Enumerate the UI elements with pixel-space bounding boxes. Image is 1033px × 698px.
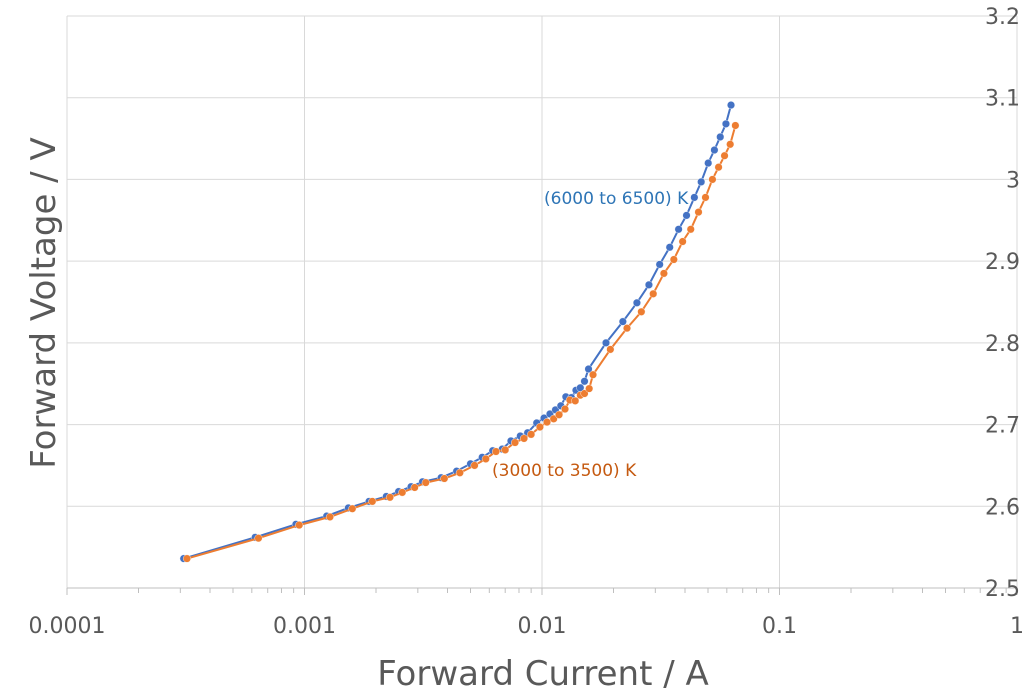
data-point	[649, 289, 658, 298]
data-point	[727, 101, 736, 110]
data-point	[726, 140, 735, 149]
y-tick-label: 2.8	[985, 332, 1020, 357]
data-point	[421, 478, 430, 487]
series-0	[179, 101, 736, 563]
data-point	[481, 454, 490, 463]
y-tick-label: 2.6	[985, 495, 1020, 520]
data-point	[697, 177, 706, 186]
data-point	[470, 461, 479, 470]
y-axis-title: Forward Voltage / V	[24, 137, 64, 468]
data-point	[710, 146, 719, 155]
annotation-6000-6500k: (6000 to 6500) K	[544, 189, 689, 209]
x-tick-label: 0.01	[518, 614, 567, 639]
data-point	[665, 243, 674, 252]
data-point	[455, 468, 464, 477]
data-point	[644, 280, 653, 289]
x-axis-title: Forward Current / A	[377, 654, 709, 694]
data-point	[295, 521, 304, 530]
y-tick-label: 3	[1006, 168, 1020, 193]
series-line	[183, 104, 732, 560]
y-tick-label: 3.1	[985, 87, 1020, 112]
data-point	[555, 410, 564, 419]
annotation-3000-3500k: (3000 to 3500) K	[492, 461, 637, 481]
y-tick-label: 2.9	[985, 250, 1020, 275]
data-point	[501, 445, 510, 454]
data-point	[678, 237, 687, 246]
data-point	[720, 151, 729, 160]
y-tick-label: 3.2	[985, 5, 1020, 30]
data-series	[179, 101, 740, 563]
data-point	[694, 208, 703, 217]
data-point	[561, 405, 570, 414]
data-point	[254, 534, 263, 543]
data-point	[549, 414, 558, 423]
data-point	[398, 488, 407, 497]
data-point	[682, 211, 691, 220]
tick-labels: 0.0001 0.001 0.01 0.1 1 2.5 2.6 2.7 2.8 2.9 3 3.1 3.…	[29, 5, 1024, 639]
gridlines	[66, 15, 1018, 588]
series-1	[182, 121, 740, 563]
data-point	[585, 384, 594, 393]
data-point	[674, 225, 683, 234]
data-point	[368, 497, 377, 506]
data-point	[385, 493, 394, 502]
axes	[66, 587, 1018, 595]
data-point	[708, 175, 717, 184]
data-point	[606, 345, 615, 354]
data-point	[659, 269, 668, 278]
x-tick-label: 1	[1010, 614, 1024, 639]
data-point	[182, 554, 191, 563]
x-tick-label: 0.1	[762, 614, 797, 639]
data-point	[440, 474, 449, 483]
data-point	[348, 504, 357, 513]
data-point	[655, 260, 664, 269]
data-point	[527, 430, 536, 439]
data-point	[535, 423, 544, 432]
data-point	[632, 298, 641, 307]
data-point	[325, 512, 334, 521]
data-point	[669, 255, 678, 264]
data-point	[623, 324, 632, 333]
data-point	[543, 418, 552, 427]
data-point	[511, 438, 520, 447]
y-tick-label: 2.5	[985, 577, 1020, 602]
data-point	[580, 389, 589, 398]
data-point	[602, 338, 611, 347]
data-point	[618, 317, 627, 326]
data-point	[520, 434, 529, 443]
data-point	[731, 121, 740, 130]
data-point	[580, 377, 589, 386]
data-point	[571, 396, 580, 405]
data-point	[637, 307, 646, 316]
data-point	[704, 159, 713, 168]
data-point	[410, 483, 419, 492]
data-point	[721, 119, 730, 128]
x-tick-label: 0.0001	[29, 614, 106, 639]
data-point	[491, 447, 500, 456]
data-point	[716, 132, 725, 141]
x-tick-label: 0.001	[273, 614, 336, 639]
data-point	[584, 365, 593, 374]
data-point	[714, 163, 723, 172]
y-tick-label: 2.7	[985, 414, 1020, 439]
data-point	[589, 370, 598, 379]
data-point	[686, 225, 695, 234]
data-point	[690, 193, 699, 202]
data-point	[701, 193, 710, 202]
